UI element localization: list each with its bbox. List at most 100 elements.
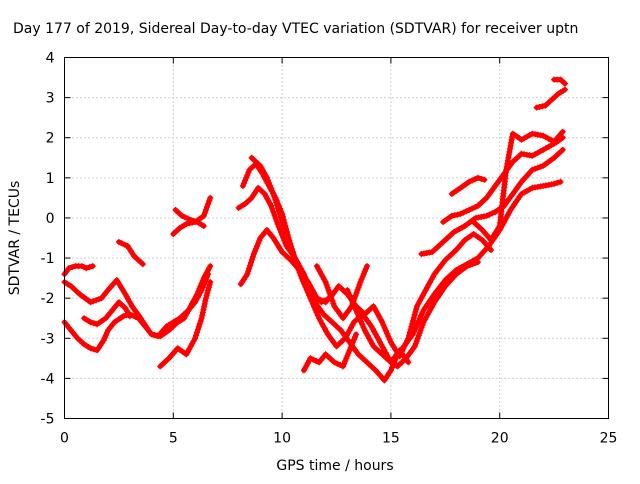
data-point-marker (554, 179, 561, 186)
data-point-marker (529, 166, 536, 173)
series-track-17 (440, 134, 566, 225)
data-point-marker (342, 358, 349, 364)
data-point-marker (359, 273, 366, 280)
data-point-marker (132, 313, 139, 320)
tick-layer: 0 5 10 15 20 25 -5 -4 -3 -2 -1 0 1 2 3 4 (41, 51, 618, 447)
data-point-marker (536, 104, 543, 110)
series-track-13 (300, 331, 360, 374)
plot-frame (64, 57, 609, 419)
data-point-marker (274, 202, 281, 209)
data-point-marker (294, 264, 301, 271)
data-point-marker (364, 263, 370, 270)
data-point-marker (330, 300, 337, 307)
data-point-marker (472, 260, 479, 267)
data-point-marker (457, 210, 464, 217)
data-point-marker (346, 347, 353, 354)
data-point-marker (415, 317, 422, 324)
data-point-marker (329, 297, 336, 304)
data-point-marker (87, 345, 94, 352)
data-point-marker (191, 218, 197, 224)
data-point-marker (306, 292, 313, 299)
data-point-marker (350, 336, 357, 343)
x-axis-label: GPS time / hours (276, 458, 393, 474)
data-point-marker (207, 194, 214, 201)
data-point-marker (410, 317, 417, 324)
data-point-marker (454, 211, 461, 218)
y-tick-label: -4 (41, 371, 55, 387)
data-point-marker (344, 287, 351, 294)
data-point-marker (204, 203, 210, 210)
data-point-marker (193, 329, 200, 336)
data-point-marker (263, 174, 270, 181)
data-point-marker (562, 80, 568, 87)
data-point-marker (411, 311, 418, 318)
data-point-marker (409, 331, 416, 338)
data-point-marker (95, 296, 102, 303)
data-point-marker (380, 322, 387, 329)
y-tick-label: 0 (46, 211, 55, 227)
data-point-marker (359, 321, 366, 328)
data-point-marker (205, 284, 212, 291)
data-point-marker (126, 313, 133, 320)
y-tick-label: -2 (41, 291, 55, 307)
data-point-marker (245, 169, 252, 176)
data-point-marker (289, 248, 295, 255)
data-point-marker (244, 271, 251, 278)
data-point-marker (268, 185, 275, 192)
data-point-marker (345, 290, 352, 296)
data-point-marker (274, 221, 281, 227)
data-point-marker (410, 314, 417, 321)
data-point-marker (200, 281, 207, 288)
data-point-marker (65, 265, 72, 272)
data-point-marker (115, 239, 122, 245)
data-point-marker (86, 264, 93, 271)
data-point-marker (246, 265, 253, 272)
series-track-3 (61, 271, 212, 354)
data-point-marker (323, 281, 330, 288)
data-point-marker (90, 320, 97, 327)
data-point-marker (483, 212, 490, 219)
data-point-marker (206, 281, 213, 288)
data-point-marker (311, 303, 318, 310)
y-axis-label: SDTVAR / TECUs (7, 181, 23, 296)
data-point-marker (207, 279, 214, 286)
x-tick-label: 5 (169, 431, 178, 447)
data-point-marker (299, 278, 306, 284)
data-point-marker (411, 343, 418, 350)
data-point-marker (202, 295, 209, 302)
series-track-15 (344, 287, 412, 366)
data-point-marker (451, 212, 458, 219)
data-point-marker (488, 247, 494, 253)
data-point-marker (69, 264, 76, 271)
data-point-marker (316, 296, 323, 303)
data-point-marker (381, 325, 388, 331)
chart-title: Day 177 of 2019, Sidereal Day-to-day VTE… (13, 21, 578, 37)
data-point-marker (206, 197, 213, 204)
data-point-marker (187, 216, 194, 223)
data-point-marker (266, 180, 272, 187)
data-point-marker (419, 309, 426, 316)
data-point-marker (416, 315, 423, 322)
data-point-marker (559, 128, 566, 135)
data-point-marker (340, 363, 346, 370)
data-point-marker (557, 178, 564, 185)
data-point-marker (205, 271, 212, 278)
data-point-marker (90, 346, 97, 353)
data-point-marker (469, 177, 476, 184)
series-track-5 (115, 239, 146, 268)
data-point-marker (469, 261, 476, 268)
data-point-marker (276, 210, 283, 217)
data-point-marker (279, 219, 286, 226)
data-point-marker (269, 205, 276, 212)
data-point-marker (256, 237, 263, 244)
data-point-marker (322, 279, 329, 286)
data-point-marker (308, 298, 315, 304)
data-point-marker (355, 312, 362, 319)
data-point-marker (193, 332, 199, 339)
data-point-marker (351, 304, 358, 311)
data-point-marker (349, 339, 356, 346)
data-point-marker (472, 204, 478, 211)
y-tick-label: 3 (46, 91, 55, 107)
